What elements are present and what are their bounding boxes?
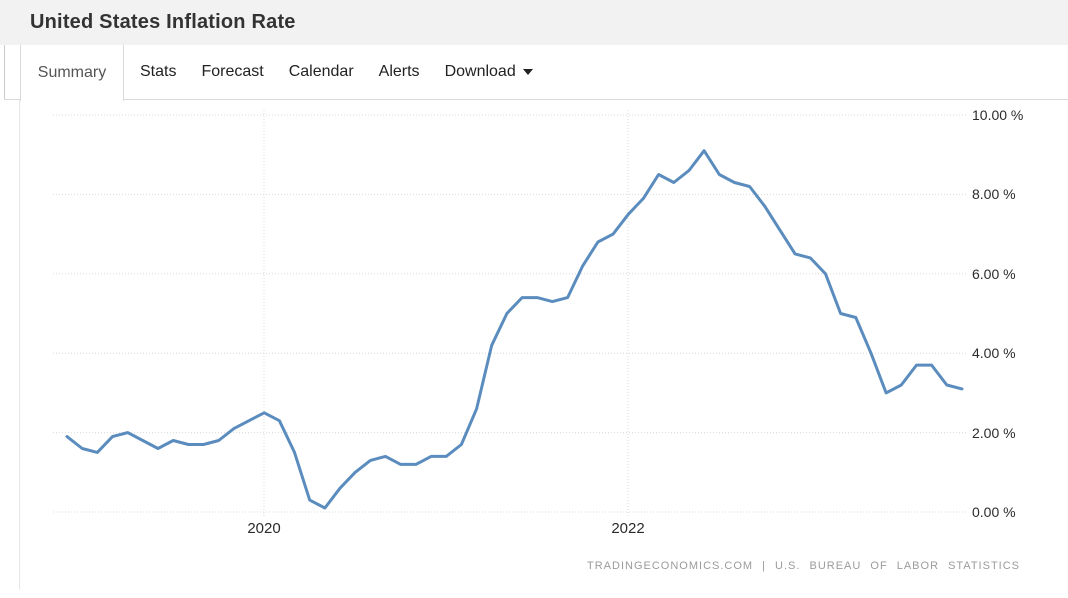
chart-attribution: TRADINGECONOMICS.COM | U.S. BUREAU OF LA… (587, 560, 1020, 572)
page-title: United States Inflation Rate (30, 11, 296, 33)
y-axis-label-6: 6.00 % (972, 266, 1016, 282)
inflation-line (65, 149, 964, 510)
tab-forecast[interactable]: Forecast (201, 63, 264, 80)
vertical-gridlines (263, 110, 629, 517)
horizontal-gridlines (53, 114, 968, 513)
x-axis-label-2022: 2022 (611, 520, 645, 537)
tab-stats[interactable]: Stats (140, 63, 177, 80)
x-axis-label-2020: 2020 (247, 520, 281, 537)
tabrow-left-border (4, 45, 5, 100)
y-axis-label-4: 4.00 % (972, 345, 1016, 361)
chart-panel-border (19, 100, 20, 590)
y-axis-label-2: 2.00 % (972, 425, 1016, 441)
tab-download-label: Download (444, 63, 516, 80)
tab-summary[interactable]: Summary (20, 45, 124, 101)
tab-alerts[interactable]: Alerts (378, 63, 420, 80)
y-axis-label-8: 8.00 % (972, 186, 1016, 202)
page-header: United States Inflation Rate (0, 0, 1068, 45)
chevron-down-icon (522, 68, 533, 75)
tab-download[interactable]: Download (445, 63, 533, 81)
tabrow-bottom-border (4, 99, 1068, 100)
tab-bar: Stats Forecast Calendar Alerts Download (140, 45, 533, 99)
tab-calendar[interactable]: Calendar (288, 63, 354, 80)
tab-summary-label: Summary (37, 64, 107, 81)
y-axis-label-10: 10.00 % (972, 107, 1024, 123)
y-axis-label-0: 0.00 % (972, 504, 1016, 520)
